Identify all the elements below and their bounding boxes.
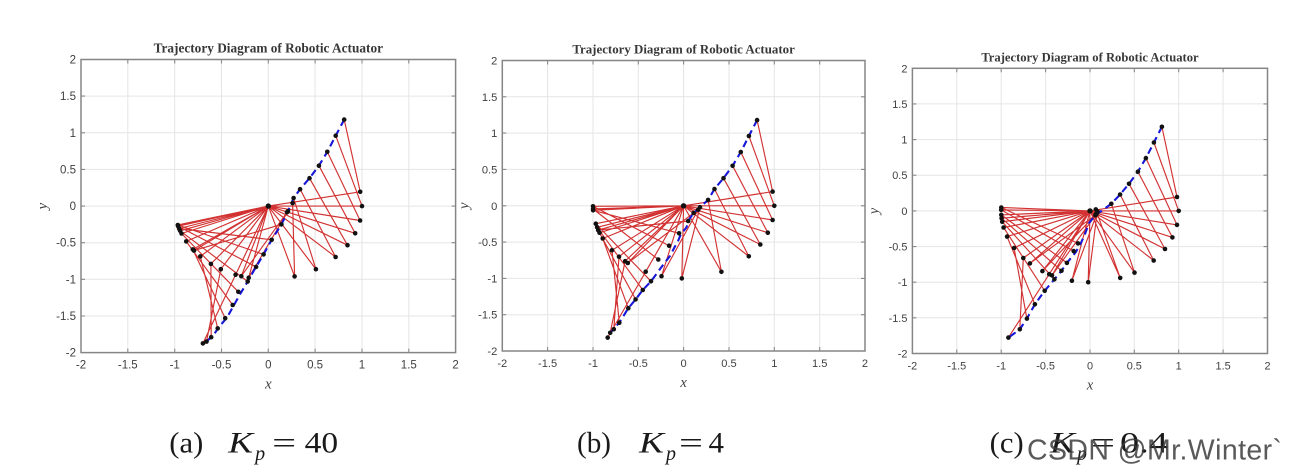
svg-text:1: 1 [771, 358, 777, 370]
svg-text:2: 2 [452, 360, 458, 372]
svg-text:40: 40 [305, 426, 339, 459]
svg-text:1.5: 1.5 [482, 92, 497, 104]
svg-text:4: 4 [709, 426, 725, 459]
svg-text:-0.5: -0.5 [212, 360, 232, 372]
svg-text:-1: -1 [66, 274, 76, 286]
svg-text:K: K [227, 426, 256, 459]
svg-text:-2: -2 [898, 349, 908, 361]
svg-text:1: 1 [901, 135, 907, 147]
svg-text:-1.5: -1.5 [478, 310, 497, 322]
svg-text:1.5: 1.5 [1216, 361, 1231, 373]
svg-text:-2: -2 [66, 348, 76, 360]
svg-text:-1: -1 [996, 361, 1006, 373]
svg-text:x: x [1086, 378, 1094, 394]
svg-text:0.5: 0.5 [721, 358, 736, 370]
svg-text:1: 1 [70, 128, 76, 140]
svg-text:-2: -2 [76, 360, 86, 372]
svg-text:-2: -2 [487, 346, 497, 358]
svg-text:-1.5: -1.5 [56, 311, 76, 323]
svg-text:0: 0 [901, 206, 907, 218]
svg-text:1: 1 [1176, 361, 1182, 373]
svg-text:0.5: 0.5 [892, 170, 907, 182]
svg-text:0.5: 0.5 [60, 164, 76, 176]
svg-text:2: 2 [901, 63, 907, 75]
svg-text:p: p [1075, 443, 1087, 465]
svg-text:CSDN @Mr.Winter`: CSDN @Mr.Winter` [1027, 434, 1282, 466]
svg-text:p: p [664, 443, 676, 465]
svg-text:(c): (c) [990, 426, 1024, 459]
svg-text:2: 2 [491, 56, 497, 68]
svg-text:K: K [1049, 426, 1078, 459]
svg-text:-0.5: -0.5 [478, 237, 497, 249]
svg-text:2: 2 [862, 358, 868, 370]
svg-text:-2: -2 [497, 358, 507, 370]
svg-text:1.5: 1.5 [812, 358, 827, 370]
svg-text:1.5: 1.5 [401, 360, 417, 372]
svg-text:-1: -1 [170, 360, 180, 372]
svg-text:0: 0 [491, 201, 497, 213]
svg-text:1: 1 [491, 128, 497, 140]
svg-text:2: 2 [70, 55, 76, 67]
svg-text:0: 0 [1087, 361, 1093, 373]
svg-text:p: p [253, 443, 265, 465]
svg-text:-1: -1 [898, 277, 908, 289]
svg-text:-1.5: -1.5 [889, 313, 908, 325]
svg-text:-1.5: -1.5 [538, 358, 557, 370]
svg-text:2: 2 [1264, 361, 1270, 373]
svg-text:0.4: 0.4 [1120, 426, 1168, 459]
svg-text:0: 0 [265, 360, 271, 372]
svg-text:-1: -1 [588, 358, 598, 370]
svg-text:(b): (b) [577, 426, 611, 459]
svg-text:-0.5: -0.5 [889, 242, 908, 254]
svg-text:-1.5: -1.5 [947, 361, 966, 373]
svg-text:x: x [264, 377, 272, 393]
svg-text:K: K [638, 426, 667, 459]
svg-text:=: = [679, 426, 703, 459]
svg-text:1.5: 1.5 [892, 99, 907, 111]
svg-text:0.5: 0.5 [1127, 361, 1142, 373]
svg-text:=: = [1091, 426, 1115, 459]
svg-text:(a): (a) [169, 426, 203, 459]
svg-text:=: = [272, 426, 296, 459]
svg-text:1: 1 [359, 360, 365, 372]
svg-text:y: y [456, 202, 472, 211]
svg-text:Trajectory Diagram of Robotic: Trajectory Diagram of Robotic Actuator [154, 41, 384, 56]
svg-text:0.5: 0.5 [307, 360, 323, 372]
svg-text:x: x [679, 375, 687, 391]
svg-text:-0.5: -0.5 [56, 238, 76, 250]
svg-text:-1.5: -1.5 [118, 360, 138, 372]
svg-text:-0.5: -0.5 [629, 358, 648, 370]
svg-text:0: 0 [681, 358, 687, 370]
svg-text:y: y [866, 207, 882, 216]
svg-text:Trajectory Diagram of Robotic: Trajectory Diagram of Robotic Actuator [572, 43, 795, 57]
svg-text:Trajectory Diagram of Robotic: Trajectory Diagram of Robotic Actuator [981, 50, 1199, 64]
svg-text:1.5: 1.5 [60, 91, 76, 103]
svg-text:-0.5: -0.5 [1036, 361, 1055, 373]
svg-text:0.5: 0.5 [482, 164, 497, 176]
svg-text:-2: -2 [908, 361, 918, 373]
svg-text:y: y [35, 202, 51, 211]
svg-text:-1: -1 [487, 273, 497, 285]
svg-text:0: 0 [70, 201, 76, 213]
